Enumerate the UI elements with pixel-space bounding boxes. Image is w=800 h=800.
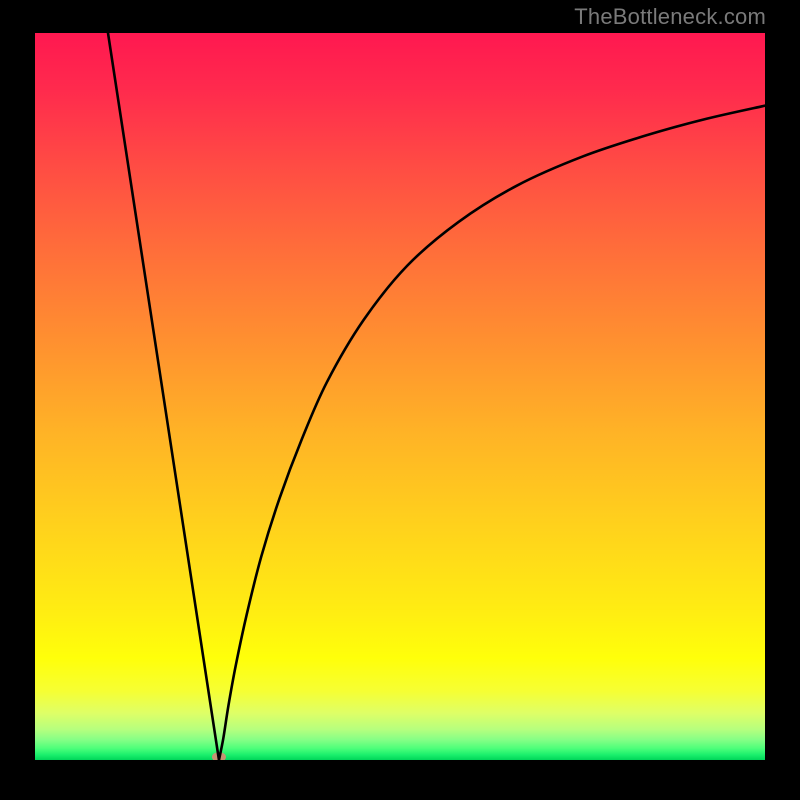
plot-area bbox=[35, 33, 765, 760]
gradient-background bbox=[35, 33, 765, 760]
chart-stage: TheBottleneck.com bbox=[0, 0, 800, 800]
watermark-text: TheBottleneck.com bbox=[574, 4, 766, 30]
